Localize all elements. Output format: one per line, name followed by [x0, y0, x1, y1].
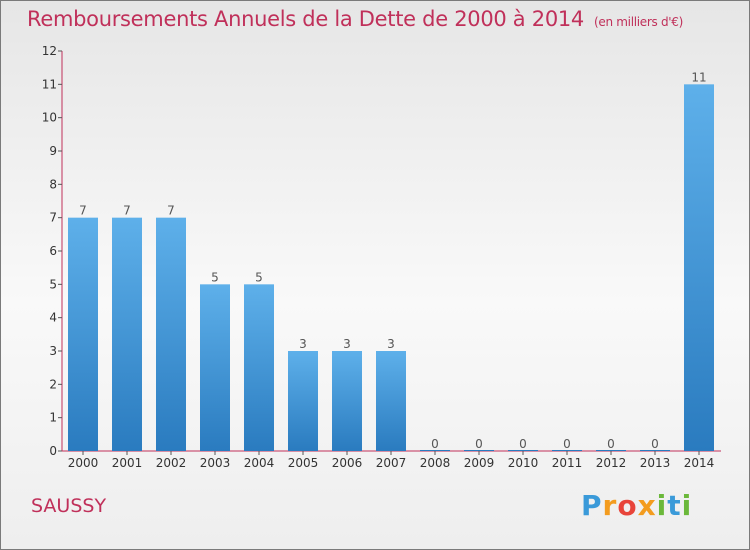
y-tick-label: 6 [49, 244, 57, 258]
proxiti-logo: Proxiti [581, 489, 692, 522]
y-tick-label: 3 [49, 344, 57, 358]
bar-value-label: 3 [343, 337, 351, 351]
bar-value-label: 5 [211, 270, 219, 284]
y-tick-label: 10 [42, 111, 57, 125]
bar-value-label: 7 [79, 204, 87, 218]
bar-value-label: 0 [651, 437, 659, 451]
bar-2003 [200, 284, 230, 451]
x-tick-label: 2001 [112, 456, 143, 470]
y-tick-label: 1 [49, 411, 57, 425]
chart-unit: (en milliers d'€) [594, 15, 684, 29]
bar-value-label: 11 [691, 70, 706, 84]
logo-letter: r [602, 489, 618, 522]
bar-2009 [464, 450, 494, 451]
logo-letter: P [581, 489, 603, 522]
logo-letter: i [656, 489, 668, 522]
bar-value-label: 3 [387, 337, 395, 351]
bar-2007 [376, 351, 406, 451]
bar-value-label: 0 [475, 437, 483, 451]
y-tick-label: 4 [49, 311, 57, 325]
bar-value-label: 0 [563, 437, 571, 451]
bar-value-label: 0 [519, 437, 527, 451]
bar-2012 [596, 450, 626, 451]
x-tick-label: 2002 [156, 456, 187, 470]
x-tick-label: 2013 [640, 456, 671, 470]
bar-2011 [552, 450, 582, 451]
bar-2001 [112, 217, 142, 451]
bar-value-label: 7 [123, 204, 131, 218]
y-tick-label: 0 [49, 444, 57, 458]
bar-2006 [332, 351, 362, 451]
logo-letter: o [617, 489, 638, 522]
y-tick-label: 2 [49, 377, 57, 391]
x-tick-label: 2004 [244, 456, 275, 470]
bar-2010 [508, 450, 538, 451]
bar-2000 [68, 217, 98, 451]
x-tick-label: 2010 [508, 456, 539, 470]
bar-value-label: 0 [431, 437, 439, 451]
logo-letter: i [681, 489, 693, 522]
y-tick-label: 12 [42, 44, 57, 58]
bar-value-label: 3 [299, 337, 307, 351]
bar-2005 [288, 351, 318, 451]
x-tick-label: 2000 [68, 456, 99, 470]
y-tick-label: 5 [49, 277, 57, 291]
bar-2013 [640, 450, 670, 451]
y-tick-label: 8 [49, 177, 57, 191]
logo-letter: t [667, 489, 682, 522]
x-tick-label: 2008 [420, 456, 451, 470]
bar-value-label: 0 [607, 437, 615, 451]
y-tick-label: 11 [42, 77, 57, 91]
logo-letter: x [637, 489, 657, 522]
bar-2014 [684, 84, 714, 451]
x-tick-label: 2009 [464, 456, 495, 470]
bar-value-label: 5 [255, 270, 263, 284]
commune-name: SAUSSY [31, 495, 107, 517]
x-tick-label: 2006 [332, 456, 363, 470]
chart-title-text: Remboursements Annuels de la Dette de 20… [27, 7, 584, 31]
x-tick-label: 2011 [552, 456, 583, 470]
x-tick-label: 2005 [288, 456, 319, 470]
x-tick-label: 2012 [596, 456, 627, 470]
x-tick-label: 2014 [684, 456, 715, 470]
y-tick-label: 9 [49, 144, 57, 158]
bar-2004 [244, 284, 274, 451]
bar-2002 [156, 217, 186, 451]
chart-title: Remboursements Annuels de la Dette de 20… [27, 7, 683, 31]
bar-2008 [420, 450, 450, 451]
bar-value-label: 7 [167, 204, 175, 218]
x-tick-label: 2003 [200, 456, 231, 470]
x-tick-label: 2007 [376, 456, 407, 470]
y-tick-label: 7 [49, 211, 57, 225]
